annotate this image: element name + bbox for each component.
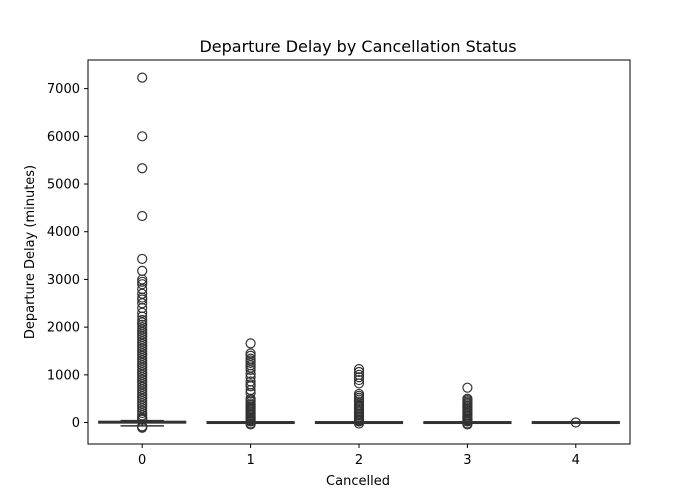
- outlier-point: [137, 422, 148, 433]
- outlier-point: [137, 265, 148, 276]
- outlier-point: [462, 419, 473, 430]
- box-group-4: [531, 417, 620, 428]
- x-tick-label: 3: [463, 453, 471, 468]
- outlier-point: [137, 414, 148, 425]
- outlier-point: [353, 374, 365, 386]
- outlier-point: [137, 72, 148, 83]
- y-tick-label: 6000: [47, 130, 80, 145]
- box-group-2: [314, 364, 404, 429]
- outlier-point: [137, 311, 148, 322]
- y-axis-label: Departure Delay (minutes): [23, 165, 38, 339]
- box-group-3: [423, 382, 512, 430]
- outlier-point: [462, 382, 473, 393]
- outlier-point: [353, 378, 365, 389]
- x-tick-label: 0: [138, 453, 146, 468]
- y-tick-label: 2000: [47, 321, 80, 336]
- y-axis: 0 1000 2000 3000 4000 5000 6000 7000: [47, 82, 88, 431]
- x-tick-label: 2: [355, 453, 363, 468]
- plot-frame: [87, 59, 631, 445]
- x-tick-label: 4: [572, 453, 580, 468]
- outlier-point: [353, 366, 365, 378]
- outlier-point: [245, 364, 256, 376]
- outlier-point: [353, 418, 365, 429]
- x-axis: 0 1 2 3 4: [138, 444, 580, 468]
- outlier-point: [353, 364, 365, 375]
- outlier-point: [137, 210, 148, 222]
- outlier-point: [137, 131, 148, 142]
- plot-area: [98, 72, 620, 433]
- y-tick-label: 1000: [47, 368, 80, 383]
- y-tick-label: 0: [72, 416, 80, 431]
- outlier-point: [245, 338, 256, 349]
- outlier-point: [353, 372, 365, 383]
- chart-title: Departure Delay by Cancellation Status: [199, 37, 516, 56]
- outlier-point: [570, 417, 581, 428]
- box-group-1: [206, 338, 295, 430]
- y-tick-label: 5000: [47, 178, 80, 193]
- y-tick-label: 7000: [47, 82, 80, 97]
- box-group-0: [98, 72, 187, 433]
- y-tick-label: 3000: [47, 273, 80, 288]
- x-axis-label: Cancelled: [326, 474, 390, 489]
- outlier-point: [245, 381, 256, 392]
- y-tick-label: 4000: [47, 225, 80, 240]
- x-tick-label: 1: [246, 453, 254, 468]
- outlier-point: [245, 368, 256, 379]
- outlier-point: [137, 163, 148, 174]
- outlier-point: [245, 419, 256, 430]
- outlier-point: [137, 253, 148, 265]
